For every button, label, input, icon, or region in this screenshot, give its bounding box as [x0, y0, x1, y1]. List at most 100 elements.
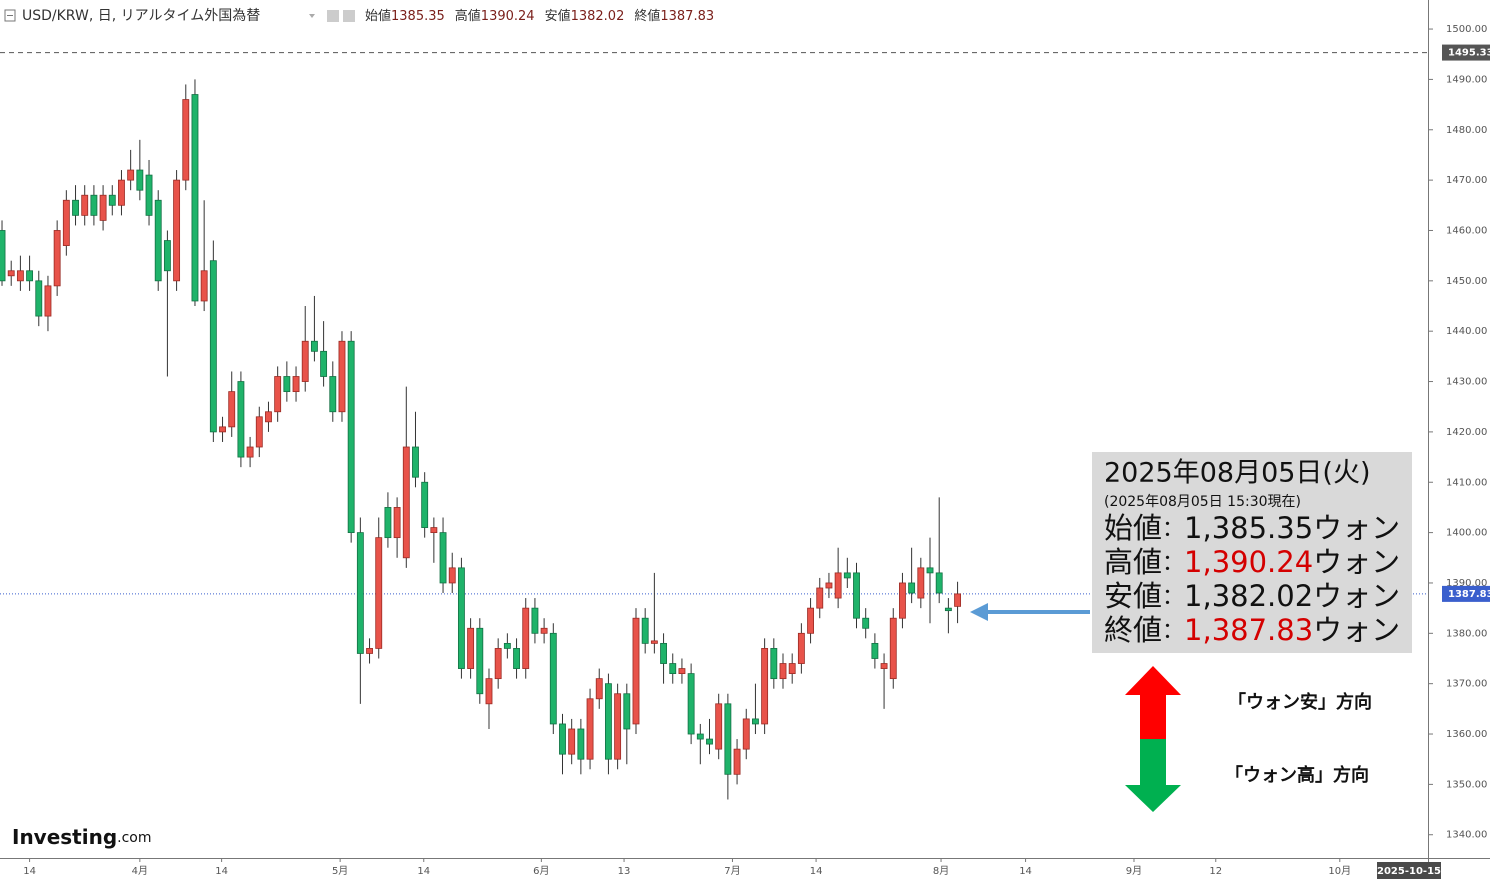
- candle-body: [200, 270, 208, 302]
- info-unit: ウォン: [1313, 579, 1400, 613]
- candle-body: [7, 270, 15, 277]
- y-tick-label: 1380.00: [1446, 628, 1487, 639]
- candle-body: [356, 532, 364, 654]
- candle-body: [954, 593, 962, 607]
- candle-body: [237, 381, 245, 458]
- candle-body: [26, 270, 34, 282]
- info-row: 終値：1,387.83ウォン: [1104, 613, 1400, 647]
- candle-body: [99, 194, 107, 221]
- up-arrow: [1125, 666, 1181, 739]
- candle-body: [586, 698, 594, 760]
- candle-body: [173, 179, 181, 282]
- info-value: 1,390.24: [1184, 545, 1313, 579]
- candle-body: [53, 230, 61, 287]
- candle-body: [908, 582, 916, 594]
- x-tick-label: 7月: [724, 865, 740, 877]
- candle-body: [623, 693, 631, 730]
- y-tick-label: 1360.00: [1446, 729, 1487, 740]
- candle-body: [402, 446, 410, 559]
- price-label: 1495.33: [1448, 48, 1490, 59]
- candle-body: [476, 627, 484, 695]
- candle-body: [797, 632, 805, 664]
- plot: [0, 52, 1428, 800]
- candle-body: [715, 703, 723, 750]
- candle-body: [90, 194, 98, 216]
- candle-body: [632, 617, 640, 725]
- x-cursor-box: [1377, 862, 1441, 879]
- info-unit: ウォン: [1313, 511, 1400, 545]
- info-value: 1,385.35: [1184, 511, 1313, 545]
- candle-body: [182, 99, 190, 181]
- y-tick-label: 1340.00: [1446, 830, 1487, 841]
- header-values: 始値1385.35 高値1390.24 安値1382.02 終値1387.83: [365, 8, 714, 24]
- candle-body: [862, 617, 870, 629]
- y-tick-label: 1440.00: [1446, 326, 1487, 337]
- candle-body: [540, 627, 548, 634]
- candle-body: [16, 270, 24, 282]
- y-tick-label: 1400.00: [1446, 528, 1487, 539]
- price-label: 1387.83: [1448, 589, 1490, 600]
- candle-body: [568, 728, 576, 755]
- candle-body: [733, 748, 741, 775]
- candle-body: [163, 240, 171, 272]
- candle-body: [384, 507, 392, 539]
- collapse-icon[interactable]: [4, 9, 16, 22]
- candle-body: [412, 446, 419, 478]
- candle-body: [44, 285, 52, 317]
- info-value: 1,382.02: [1184, 579, 1313, 613]
- logo-main: Investing: [12, 825, 117, 849]
- candle-body: [660, 642, 667, 664]
- candle-body: [494, 648, 502, 680]
- candle-body: [614, 693, 622, 760]
- candle-body: [430, 527, 438, 534]
- candle-body: [118, 179, 125, 206]
- candle-body: [246, 446, 254, 458]
- candle-body: [917, 567, 925, 599]
- candle-body: [669, 663, 677, 674]
- header-title: USD/KRW, 日, リアルタイム外国為替: [22, 8, 260, 24]
- candle-body: [696, 733, 704, 740]
- x-tick-label: 9月: [1126, 865, 1142, 877]
- dropdown-icon[interactable]: [309, 14, 315, 18]
- candle-body: [274, 376, 282, 413]
- candle-body: [228, 391, 236, 428]
- candle-body: [834, 572, 842, 599]
- candle-body: [81, 194, 89, 216]
- info-label: 始値: [1104, 511, 1162, 545]
- down-arrow: [1125, 739, 1181, 812]
- candle-body: [678, 668, 686, 674]
- settings-icon[interactable]: [343, 10, 355, 22]
- y-tick-label: 1470.00: [1446, 175, 1487, 186]
- candle-body: [393, 507, 401, 539]
- candle-body: [706, 738, 713, 745]
- header-label: 始値: [365, 8, 391, 24]
- candle-body: [292, 376, 300, 393]
- info-separator: ：: [1162, 551, 1184, 576]
- candle-body: [127, 169, 135, 181]
- candle-body: [448, 567, 456, 584]
- x-tick-label: 10月: [1328, 865, 1351, 877]
- candle-body: [265, 411, 272, 423]
- candle-body: [926, 567, 934, 574]
- candle-body: [145, 174, 153, 216]
- info-separator: ：: [1162, 585, 1184, 610]
- pointer-arrow-head: [970, 603, 988, 621]
- candle-body: [503, 642, 511, 649]
- candle-body: [219, 426, 226, 433]
- x-tick-label: 8月: [933, 865, 949, 877]
- info-unit: ウォン: [1313, 545, 1400, 579]
- candle-body: [35, 280, 43, 317]
- eye-icon[interactable]: [327, 10, 339, 22]
- candle-body: [549, 632, 557, 725]
- info-separator: ：: [1162, 517, 1184, 542]
- header-label: 高値: [455, 8, 481, 24]
- y-tick-label: 1390.00: [1446, 578, 1487, 589]
- candle-body: [310, 340, 318, 352]
- info-label: 安値: [1104, 579, 1162, 613]
- x-tick-label: 5月: [332, 865, 348, 877]
- header-value: 1387.83: [660, 9, 714, 24]
- candle-body: [485, 678, 493, 705]
- x-tick-label: 12: [1209, 866, 1222, 877]
- candle-body: [347, 340, 355, 534]
